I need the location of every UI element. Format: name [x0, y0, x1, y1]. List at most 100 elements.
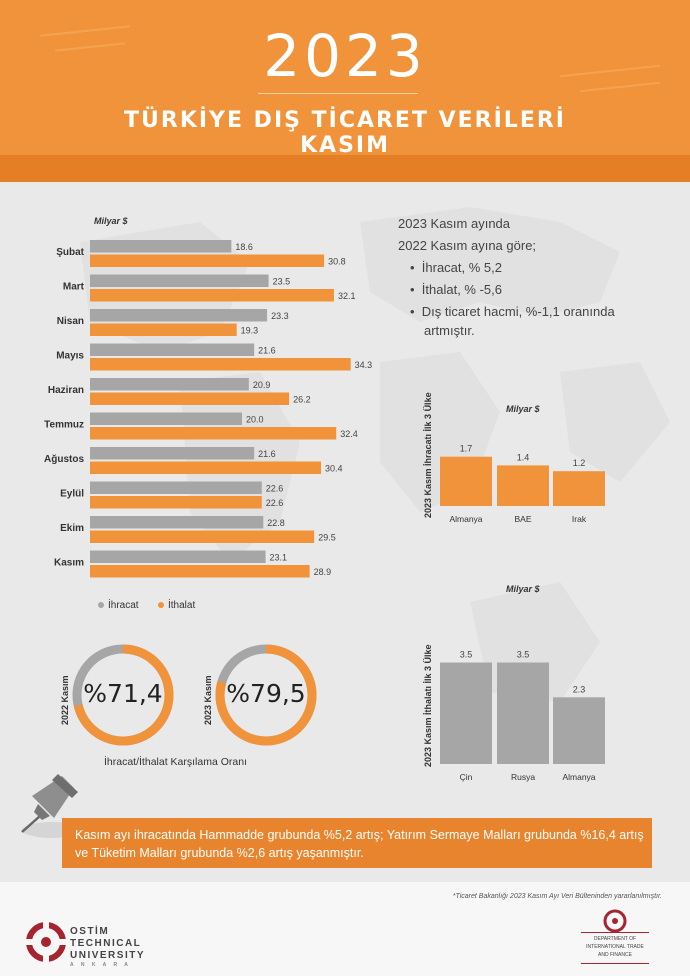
- bar-export: [90, 412, 242, 425]
- category-label: Temmuz: [44, 420, 84, 431]
- bar-export: [90, 447, 255, 460]
- bar-value-label: 1.2: [573, 458, 586, 468]
- import-top-axis-title: 2023 Kasım İthalatı İlk 3 Ülke: [423, 644, 433, 767]
- monthly-chart-unit: Milyar $: [94, 216, 128, 226]
- import-top-unit: Milyar $: [506, 584, 540, 594]
- bar-value-label: 18.6: [235, 242, 253, 252]
- legend-export-label: İhracat: [108, 600, 139, 611]
- bar-import: [90, 565, 310, 578]
- footer: [0, 882, 690, 976]
- bar: [497, 662, 549, 764]
- bar-value-label: 23.1: [270, 553, 288, 563]
- legend-import-label: İthalat: [168, 600, 196, 611]
- dept-line2: INTERNATIONAL TRADE: [586, 944, 644, 950]
- summary-bullet: • Dış ticaret hacmi, %-1,1 oranında: [410, 304, 615, 319]
- bar-import: [90, 461, 322, 474]
- bar-value-label: 32.4: [340, 429, 358, 439]
- donut-arc: [73, 644, 174, 746]
- bar-export: [90, 309, 268, 322]
- bar-value-label: 3.5: [517, 650, 530, 660]
- bar-value-label: 3.5: [460, 650, 473, 660]
- department-label: DEPARTMENT OF INTERNATIONAL TRADE AND FI…: [581, 932, 649, 964]
- bar-value-label: 32.1: [338, 291, 356, 301]
- bar: [440, 456, 492, 506]
- bar-value-label: 19.3: [241, 326, 259, 336]
- category-label: Mart: [63, 282, 85, 293]
- category-label: Ağustos: [44, 454, 84, 465]
- bar-export: [90, 274, 269, 287]
- category-label: Eylül: [60, 489, 84, 500]
- dept-line1: DEPARTMENT OF: [593, 936, 637, 942]
- divider: [258, 93, 418, 94]
- summary-bullet-text: İhracat, % 5,2: [421, 260, 502, 275]
- bar-export: [90, 550, 266, 563]
- bar-export: [90, 378, 249, 391]
- bar-value-label: 1.7: [460, 444, 473, 454]
- legend-dot-icon: [158, 602, 164, 609]
- summary-bullet-continuation: artmıştır.: [424, 323, 475, 338]
- bar-import: [90, 289, 334, 302]
- monthly-trade-chart: Şubat 18.6 30.8 Mart 23.5 32.1 Nisan 23.3 19.3 Ma…: [44, 240, 373, 578]
- header-band: [0, 155, 690, 182]
- category-label: Haziran: [48, 385, 84, 396]
- coverage-donut-2023: [215, 644, 317, 746]
- export-top-axis-title: 2023 Kasım İhracatı İlk 3 Ülke: [423, 392, 433, 518]
- bar-export: [90, 343, 255, 356]
- bar-value-label: 20.9: [253, 380, 271, 390]
- legend-import: İthalat: [158, 600, 195, 611]
- univ-name-line2: TECHNICAL: [70, 938, 142, 949]
- univ-name-line1: OSTİM: [70, 926, 110, 937]
- legend-export: İhracat: [98, 600, 139, 611]
- bar-value-label: 22.6: [266, 484, 284, 494]
- bar-value-label: 34.3: [355, 360, 373, 370]
- bar: [497, 465, 549, 506]
- category-label: Ekim: [60, 523, 84, 534]
- bar-export: [90, 240, 232, 253]
- bar-value-label: 26.2: [293, 395, 311, 405]
- bar-import: [90, 530, 315, 543]
- summary-bullet: • İthalat, % -5,6: [410, 282, 502, 297]
- category-label: Nisan: [57, 316, 84, 327]
- bar-import: [90, 254, 325, 267]
- callout-text: Kasım ayı ihracatında Hammadde grubunda …: [75, 828, 644, 860]
- university-logo-icon: [26, 922, 66, 962]
- coverage-donut-2022: [72, 644, 174, 746]
- header-banner: [0, 0, 690, 182]
- donut-value-2022: %71,4: [83, 679, 163, 708]
- bar-value-label: 21.6: [258, 449, 276, 459]
- year-title: 2023: [263, 22, 427, 90]
- bar-import: [90, 323, 237, 336]
- department-logo-icon: [603, 909, 627, 933]
- bar: [553, 697, 605, 764]
- export-top-unit: Milyar $: [506, 404, 540, 414]
- bar-value-label: 2.3: [573, 684, 586, 694]
- bar-export: [90, 481, 262, 494]
- import-top3-chart: 3.5 Çin 3.5 Rusya 2.3 Almanya: [440, 650, 605, 782]
- source-note: *Ticaret Bakanlığı 2023 Kasım Ayı Veri B…: [452, 893, 662, 900]
- page-subtitle: KASIM: [300, 133, 390, 158]
- summary-line1: 2023 Kasım ayında: [398, 216, 511, 231]
- donut-label-2023: 2023 Kasım: [203, 675, 213, 725]
- summary-bullet-text: Dış ticaret hacmi, %-1,1 oranında: [421, 304, 615, 319]
- category-label: Kasım: [54, 558, 84, 569]
- donut-label-2022: 2022 Kasım: [60, 675, 70, 725]
- bar-import: [90, 358, 351, 371]
- bar-value-label: 1.4: [517, 452, 530, 462]
- category-label: Irak: [572, 514, 587, 524]
- bar-import: [90, 392, 290, 405]
- bar: [440, 662, 492, 764]
- bar-value-label: 30.4: [325, 464, 343, 474]
- bar-import: [90, 427, 337, 440]
- category-label: Mayıs: [56, 351, 84, 362]
- category-label: Çin: [460, 772, 473, 782]
- bar-value-label: 22.8: [267, 518, 285, 528]
- summary-bullet-text: İthalat, % -5,6: [421, 282, 502, 297]
- export-top3-chart: 1.7 Almanya 1.4 BAE 1.2 Irak: [440, 444, 605, 524]
- bar-import: [90, 496, 262, 509]
- summary-bullet: • İhracat, % 5,2: [410, 260, 502, 275]
- bar-export: [90, 516, 264, 529]
- category-label: BAE: [514, 514, 531, 524]
- univ-name-line3: UNIVERSITY: [70, 950, 146, 961]
- legend-dot-icon: [98, 602, 104, 609]
- donut-value-2023: %79,5: [226, 679, 306, 708]
